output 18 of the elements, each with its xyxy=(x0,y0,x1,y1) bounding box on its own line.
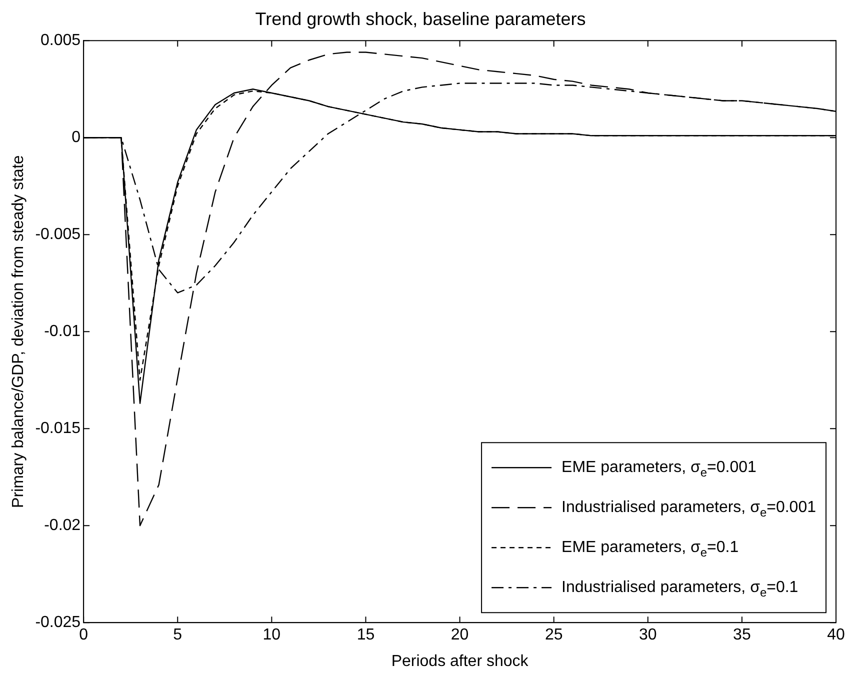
x-tick-label: 25 xyxy=(544,626,563,644)
y-tick-label: -0.02 xyxy=(44,517,81,534)
y-axis-title: Primary balance/GDP, deviation from steady state xyxy=(10,155,28,508)
x-tick-label: 15 xyxy=(356,626,375,644)
x-tick-label: 5 xyxy=(173,626,182,644)
y-tick-label: 0 xyxy=(72,129,81,146)
y-tick-label: -0.01 xyxy=(44,323,81,340)
x-tick-label: 35 xyxy=(733,626,751,644)
y-tick-label: -0.005 xyxy=(35,226,81,244)
y-tick-label: -0.025 xyxy=(35,614,81,632)
x-tick-label: 30 xyxy=(638,626,657,644)
x-tick-label: 20 xyxy=(450,626,469,644)
x-tick-label: 40 xyxy=(827,626,845,644)
chart-title: Trend growth shock, baseline parameters xyxy=(255,8,586,29)
y-tick-label: 0.005 xyxy=(40,32,81,50)
x-axis-title: Periods after shock xyxy=(391,652,530,670)
x-tick-label: 10 xyxy=(262,626,281,644)
y-tick-label: -0.015 xyxy=(35,420,81,438)
